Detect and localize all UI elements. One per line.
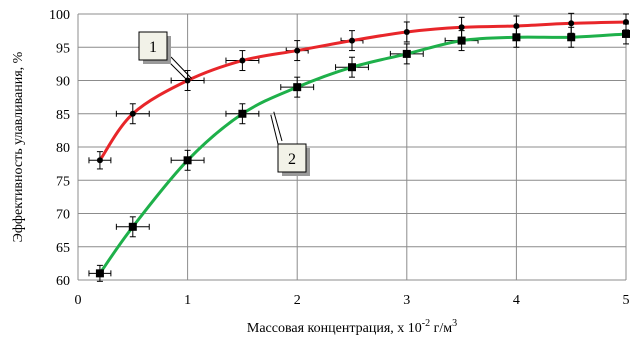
y-tick-label: 60 <box>56 274 70 289</box>
y-tick-label: 100 <box>49 8 70 23</box>
callout-2: 2 <box>270 111 310 176</box>
x-tick-label: 3 <box>403 293 410 308</box>
x-axis-title-unit-exp: 3 <box>452 318 457 329</box>
callouts: 12 <box>138 31 310 176</box>
x-tick-label: 1 <box>184 293 191 308</box>
series-2-line <box>98 32 627 275</box>
series-2-point <box>128 222 137 231</box>
x-tick-label: 0 <box>75 293 82 308</box>
y-tick-label: 80 <box>56 141 70 156</box>
callout-label: 1 <box>149 39 157 56</box>
x-tick-label: 5 <box>623 293 630 308</box>
series-1-point <box>568 20 575 27</box>
series-1-point <box>458 24 465 31</box>
y-axis-title: Эффективность улавливания, % <box>11 51 26 242</box>
series-2-point <box>95 269 104 278</box>
series-1-point <box>239 57 246 64</box>
series-2-point <box>457 36 466 45</box>
y-tick-label: 95 <box>56 41 70 56</box>
callout-leader <box>270 114 279 145</box>
series-2-point <box>183 156 192 165</box>
x-axis-title: Массовая концентрация, х 10-2 г/м3 <box>247 318 457 336</box>
series-1-point <box>513 22 520 29</box>
series-1-point <box>349 37 355 44</box>
callout-box <box>138 31 168 61</box>
callout-box <box>277 143 307 173</box>
y-tick-label: 65 <box>56 241 70 256</box>
series-2-point <box>293 83 302 92</box>
series-lines <box>98 20 627 275</box>
x-tick-label: 2 <box>294 293 301 308</box>
x-axis-title-main: Массовая концентрация, х 10 <box>247 321 422 336</box>
y-tick-label: 70 <box>56 208 70 223</box>
series-1-point <box>96 157 103 164</box>
series-1-point <box>294 47 301 54</box>
callout-label: 2 <box>288 151 296 168</box>
callout-1: 1 <box>138 31 192 82</box>
x-tick-labels: 0 1 2 3 4 5 <box>75 293 630 308</box>
callout-leader <box>170 56 192 79</box>
series-1-point <box>129 110 136 117</box>
x-tick-label: 4 <box>513 293 520 308</box>
series-1-point <box>623 18 629 25</box>
y-tick-label: 75 <box>56 174 70 189</box>
series-2-point <box>348 63 356 72</box>
callout-leader <box>273 111 283 142</box>
series-2-point <box>402 49 411 58</box>
series-2-point <box>622 29 630 38</box>
series-2-point <box>512 33 521 42</box>
y-tick-label: 90 <box>56 75 70 90</box>
y-tick-labels: 60 65 70 75 80 85 90 95 100 <box>49 8 70 289</box>
x-axis-title-exp: -2 <box>422 318 430 329</box>
series-2-point <box>567 33 576 42</box>
y-tick-label: 85 <box>56 108 70 123</box>
series-markers <box>95 18 630 278</box>
x-axis-title-unit: г/м <box>430 321 452 336</box>
series-1-point <box>403 28 410 35</box>
series-2-point <box>238 109 247 118</box>
